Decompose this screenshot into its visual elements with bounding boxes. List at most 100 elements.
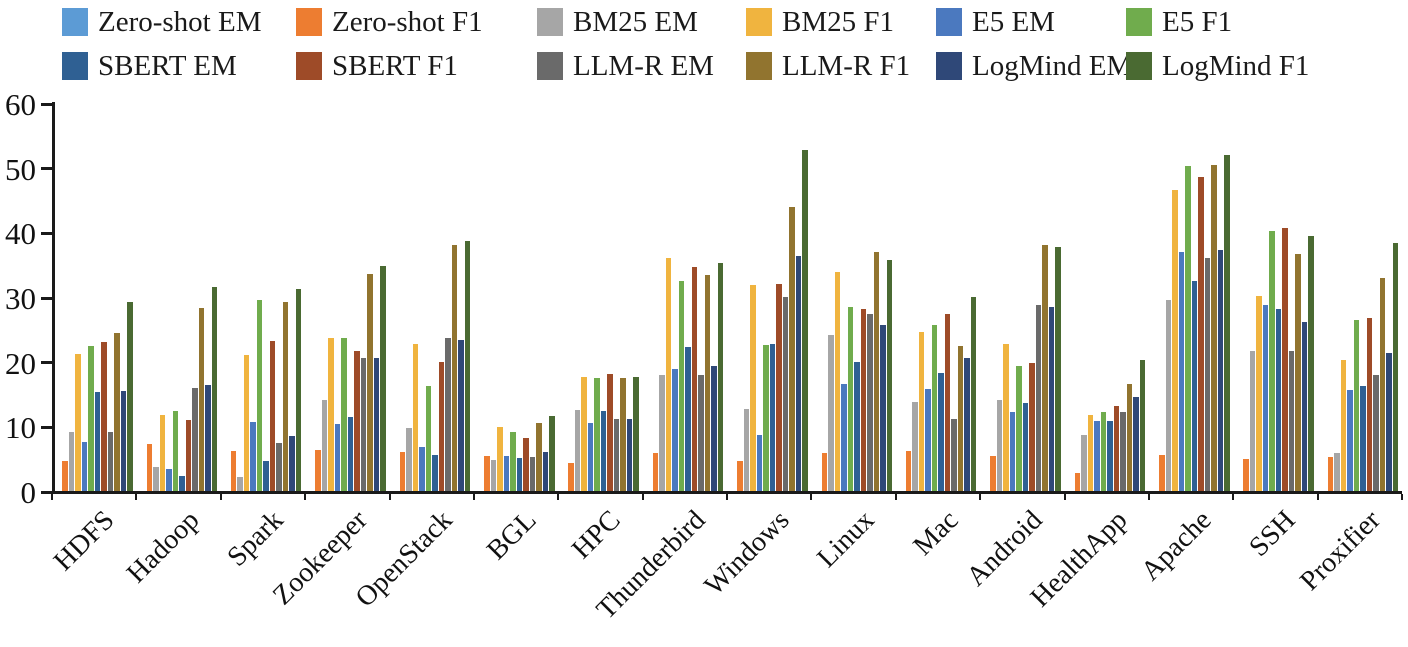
legend-label: SBERT EM [98, 49, 237, 82]
bar-llm-r-em [529, 456, 536, 491]
bar-e5-em [1347, 390, 1353, 491]
bar-llm-r-em [951, 418, 957, 491]
bar-e5-em [1178, 252, 1185, 491]
bar-bm25-em [68, 431, 75, 491]
x-axis-tick [557, 494, 560, 500]
bar-llm-r-em [1120, 412, 1126, 491]
bar-logmind-em [458, 340, 464, 491]
bar-llm-r-em [276, 443, 282, 491]
bar-logmind-em [1217, 250, 1224, 491]
bar-sbert-em [94, 392, 101, 491]
bar-bm25-em [1334, 452, 1340, 491]
bar-bm25-em [743, 408, 750, 491]
bar-bm25-f1 [1340, 359, 1347, 491]
y-tick-label: 0 [20, 475, 37, 510]
legend-item-llm-r-f1: LLM-R F1 [746, 51, 936, 81]
bar-zero-shot-f1 [146, 443, 153, 491]
bar-zero-shot-f1 [568, 463, 574, 491]
bar-e5-em [1009, 412, 1016, 491]
bar-llm-r-em [360, 357, 367, 491]
bar-bm25-em [490, 459, 497, 491]
bar-e5-f1 [425, 385, 432, 491]
legend-label: Zero-shot EM [98, 5, 262, 38]
x-axis-tick [472, 494, 475, 500]
bar-llm-r-f1 [1211, 165, 1217, 491]
bar-sbert-f1 [185, 419, 192, 491]
bar-logmind-em [373, 358, 380, 491]
legend-swatch-icon [936, 8, 962, 36]
bar-sbert-em [1275, 309, 1282, 491]
bar-e5-f1 [1353, 320, 1360, 491]
x-axis [52, 491, 1402, 494]
bar-logmind-em [289, 436, 295, 491]
bar-bm25-em [237, 476, 243, 491]
bar-llm-r-f1 [873, 252, 880, 491]
y-axis-tick [41, 296, 52, 300]
bar-sbert-f1 [269, 340, 276, 491]
bar-group-zookeeper [309, 104, 386, 491]
legend-swatch-icon [62, 8, 88, 36]
bar-e5-em [925, 388, 931, 491]
bar-e5-f1 [172, 410, 179, 491]
bar-e5-f1 [847, 307, 854, 491]
y-axis [52, 102, 55, 494]
bar-logmind-f1 [380, 265, 386, 491]
legend-item-logmind-em: LogMind EM [936, 51, 1132, 81]
bar-logmind-em [1386, 352, 1392, 491]
legend-label: Zero-shot F1 [332, 5, 483, 38]
legend-label: BM25 EM [573, 5, 698, 38]
bar-zero-shot-f1 [1074, 472, 1081, 491]
bar-sbert-em [769, 344, 776, 491]
bar-logmind-f1 [464, 241, 471, 491]
bar-sbert-f1 [776, 284, 782, 491]
bar-llm-r-f1 [789, 207, 795, 491]
bar-e5-em [334, 423, 341, 491]
bar-logmind-f1 [127, 302, 133, 491]
bar-group-hdfs [56, 104, 133, 491]
legend-label: BM25 F1 [782, 5, 895, 38]
bar-e5-f1 [1016, 365, 1022, 491]
x-axis-tick [726, 494, 728, 500]
bar-e5-f1 [1100, 412, 1107, 491]
bar-e5-em [250, 422, 256, 491]
bar-logmind-f1 [1139, 359, 1146, 491]
bar-bm25-f1 [750, 285, 756, 491]
bar-bm25-f1 [1003, 343, 1009, 491]
bar-zero-shot-f1 [230, 450, 237, 491]
bar-logmind-f1 [633, 376, 639, 491]
bar-group-hpc [562, 104, 639, 491]
legend-label: LogMind F1 [1162, 49, 1310, 82]
bar-zero-shot-f1 [737, 461, 743, 491]
legend-item-e5-em: E5 EM [936, 7, 1126, 37]
bar-bm25-em [659, 374, 665, 491]
bar-sbert-em [1107, 420, 1113, 491]
legend-label: SBERT F1 [332, 49, 458, 82]
bar-bm25-em [574, 409, 581, 491]
legend-label: LogMind EM [972, 49, 1133, 82]
legend-item-logmind-f1: LogMind F1 [1126, 49, 1402, 82]
bar-e5-em [1262, 305, 1269, 491]
bar-group-healthapp [1068, 104, 1146, 491]
bar-llm-r-f1 [1379, 277, 1386, 491]
bar-group-thunderbird [646, 104, 724, 491]
bar-bm25-em [996, 400, 1003, 491]
bar-zero-shot-f1 [1327, 456, 1334, 491]
bar-llm-r-em [107, 431, 114, 491]
bar-logmind-em [711, 366, 717, 491]
bar-bm25-f1 [328, 337, 334, 491]
bar-logmind-em [1133, 396, 1139, 491]
bar-llm-r-f1 [114, 332, 120, 491]
legend-item-e5-f1: E5 F1 [1126, 7, 1402, 37]
bar-llm-r-f1 [704, 275, 711, 491]
bar-sbert-em [263, 461, 269, 491]
x-axis-tick [1316, 494, 1319, 500]
bar-zero-shot-f1 [399, 452, 406, 491]
bar-e5-em [756, 435, 763, 491]
y-axis-tick [41, 425, 52, 429]
bar-sbert-em [1022, 403, 1029, 491]
bar-llm-r-em [192, 387, 198, 491]
bar-e5-em [672, 369, 678, 491]
y-axis-tick [41, 102, 52, 106]
bar-bm25-f1 [1256, 296, 1262, 491]
bar-bm25-f1 [1172, 190, 1178, 491]
